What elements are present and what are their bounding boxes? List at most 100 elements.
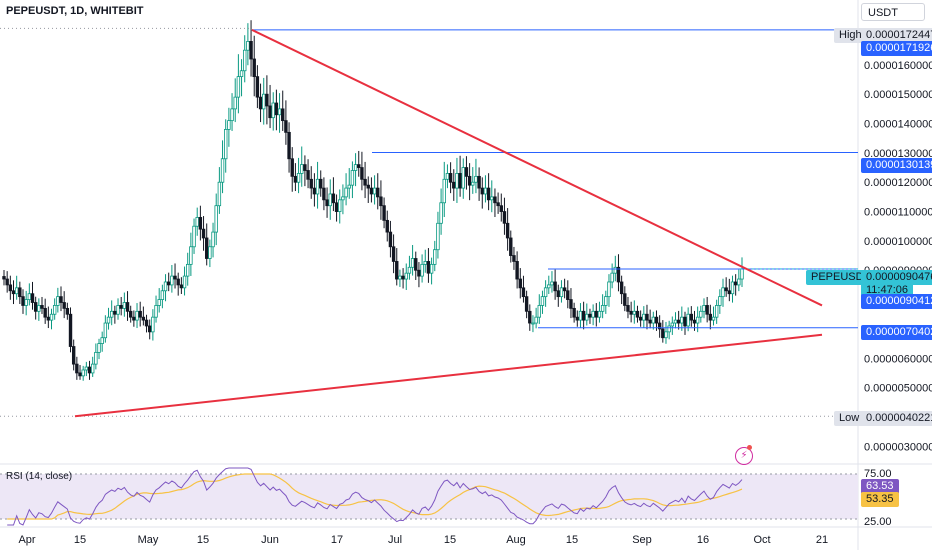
candle-up (471, 181, 475, 186)
candle-down (322, 187, 326, 201)
candle-up (695, 316, 700, 324)
candle-down (306, 170, 310, 180)
y-tick-label: 0.0000160000 (864, 60, 932, 72)
candle-down (486, 187, 491, 201)
candle-down (623, 293, 627, 306)
candle-down (268, 105, 272, 119)
candle-up (90, 363, 95, 374)
candle-down (524, 296, 529, 312)
candle-up (116, 305, 120, 315)
candle-down (619, 281, 624, 295)
candle-up (455, 173, 459, 189)
candle-down (376, 187, 380, 198)
candle-down (284, 120, 288, 133)
candle-down (325, 199, 329, 207)
rsi-value-tag: 63.53 (861, 479, 899, 494)
candle-down (33, 302, 38, 312)
x-tick-label: Jul (388, 534, 402, 546)
candle-down (401, 275, 405, 280)
candle-up (224, 129, 228, 160)
rsi-level-25: 25.00 (864, 516, 892, 528)
rsi-ma-tag: 53.35 (861, 492, 899, 507)
candle-down (11, 290, 16, 295)
candle-up (718, 296, 722, 306)
candle-down (512, 255, 516, 262)
candle-up (182, 275, 187, 289)
candle-down (452, 181, 456, 189)
candle-up (670, 322, 675, 327)
candle-up (353, 164, 358, 171)
candle-down (252, 58, 256, 78)
candle-down (575, 316, 579, 321)
candle-down (566, 290, 570, 300)
currency-button[interactable]: USDT (861, 3, 925, 21)
candle-up (103, 322, 108, 339)
candle-down (638, 316, 643, 321)
x-tick-label: Aug (506, 534, 526, 546)
candle-up (350, 170, 355, 186)
candle-up (271, 102, 275, 119)
rsi-band (0, 474, 858, 519)
candle-down (303, 164, 307, 171)
mid-level-tag: 0.0000130139 (861, 158, 932, 173)
candle-down (205, 237, 209, 259)
candle-up (163, 281, 168, 292)
candle-down (448, 173, 453, 183)
x-tick-label: Oct (753, 534, 770, 546)
low-value: 0.0000040221 (861, 411, 932, 426)
candle-down (477, 175, 481, 189)
candle-down (179, 284, 184, 289)
candle-up (246, 41, 250, 51)
candle-down (692, 319, 697, 324)
x-tick-label: 17 (331, 534, 343, 546)
candle-down (505, 222, 510, 239)
candle-up (699, 310, 703, 318)
candle-down (274, 102, 279, 116)
candle-up (429, 263, 434, 274)
candle-down (319, 178, 323, 189)
candle-up (233, 96, 237, 110)
candle-down (467, 175, 472, 186)
lightning-bolt-icon[interactable]: ⚡ (735, 447, 753, 465)
candle-down (382, 205, 386, 221)
y-tick-label: 0.0000120000 (864, 177, 932, 189)
symbol-tag: PEPEUSDT (806, 270, 876, 285)
candle-up (195, 217, 199, 227)
candle-down (40, 305, 44, 309)
candle-down (572, 307, 576, 318)
candle-up (186, 263, 190, 277)
candle-up (407, 266, 412, 274)
candle-down (293, 175, 298, 183)
candle-up (106, 316, 111, 324)
support-tag: 0.0000070402 (861, 325, 932, 340)
x-tick-label: Sep (632, 534, 652, 546)
candle-down (8, 284, 13, 292)
candle-up (730, 281, 735, 295)
candle-down (515, 261, 519, 280)
candle-up (300, 164, 304, 174)
candle-up (192, 225, 196, 248)
candle-down (385, 219, 389, 233)
candle-up (667, 325, 671, 333)
y-tick-label: 0.0000110000 (864, 207, 932, 219)
candle-down (464, 167, 469, 177)
candle-down (705, 305, 709, 315)
y-tick-label: 0.0000030000 (864, 441, 932, 453)
candle-down (78, 372, 82, 377)
candle-up (81, 369, 85, 377)
candle-up (686, 313, 690, 327)
candle-up (347, 184, 351, 189)
candle-down (144, 319, 149, 327)
candle-down (480, 187, 484, 195)
candle-down (87, 366, 92, 374)
rsi-line (7, 467, 743, 526)
candle-up (664, 331, 668, 339)
candle-up (613, 266, 618, 274)
high-value: 0.0000172447 (861, 28, 932, 43)
candle-up (680, 316, 684, 324)
candle-down (363, 178, 367, 186)
candle-down (198, 217, 203, 230)
y-tick-label: 0.0000150000 (864, 89, 932, 101)
